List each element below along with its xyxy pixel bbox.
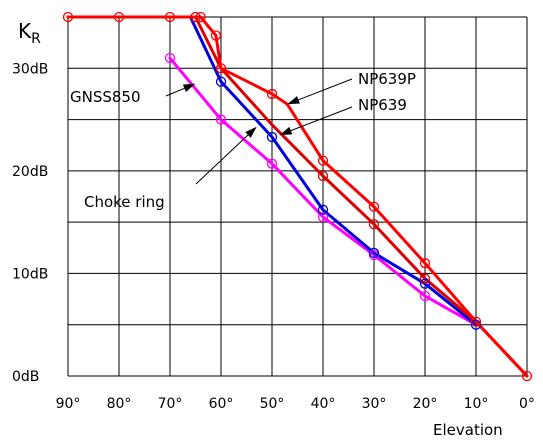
annotation-label: GNSS850 [70,88,141,106]
annotation-arrowhead [245,126,257,138]
data-point-marker [62,11,74,23]
x-tick-label: 0° [519,396,535,412]
data-point-marker [266,131,278,143]
x-tick-label: 20° [413,396,438,412]
annotation-label: NP639P [358,70,416,88]
y-tick-label: 10dB [12,266,48,282]
y-tick-label: 0dB [12,369,39,385]
grid [67,16,528,377]
data-point-marker [419,278,431,289]
annotation-leader [165,87,185,97]
x-tick-label: 30° [362,396,387,412]
data-point-marker [317,211,329,223]
tick-labels: 90° 80° 70° 60° 50° 40° 30° 20° 10° 0° 0dB 10dB 20dB… [12,61,535,412]
data-point-marker [317,170,329,182]
data-point-marker [368,247,380,259]
data-point-marker [419,273,431,284]
y-tick-label: 30dB [12,61,48,77]
annotation-label: Choke ring [84,193,165,211]
series-line [66,15,529,378]
y-axis-title: KR [18,19,41,47]
data-point-marker [368,201,380,212]
data-point-marker [368,219,380,230]
annotation-leader [290,106,353,132]
annotation-arrowhead [182,83,196,92]
data-point-marker [195,11,206,23]
series-line [168,56,478,327]
data-point-marker [210,30,222,41]
y-tick-label: 20dB [12,164,48,180]
y-axis-title-sub: R [31,31,41,47]
annotation-leader [195,134,249,185]
data-point-marker [164,11,176,23]
annotation-leader [298,78,353,101]
x-tick-label: 40° [311,396,336,412]
annotation-arrowhead [287,96,300,105]
x-tick-label: 90° [56,396,81,412]
data-point-marker [419,290,431,302]
x-tick-label: 60° [209,396,234,412]
data-point-marker [215,76,227,87]
data-point-marker [317,204,329,215]
data-point-marker [113,11,125,23]
data-point-marker [215,63,227,74]
marker-layer [62,11,533,382]
series-layer [66,15,529,378]
x-tick-label: 80° [107,396,132,412]
data-point-marker [470,319,482,330]
data-point-marker [419,258,431,269]
data-point-marker [317,155,329,166]
data-point-marker [521,370,533,382]
data-point-marker [266,88,278,100]
annotations: NP639P NP639 GNSS850 Choke ring [70,70,416,211]
data-point-marker [164,52,176,64]
series-line [66,15,529,378]
annotation-arrowhead [279,126,293,135]
data-point-marker [266,158,278,169]
x-tick-label: 70° [158,396,183,412]
data-point-marker [215,114,227,125]
x-tick-label: 50° [260,396,285,412]
annotation-label: NP639 [358,96,407,114]
data-point-marker [190,11,201,23]
data-point-marker [470,316,482,327]
x-tick-label: 10° [464,396,489,412]
x-axis-title: Elevation [433,421,503,439]
